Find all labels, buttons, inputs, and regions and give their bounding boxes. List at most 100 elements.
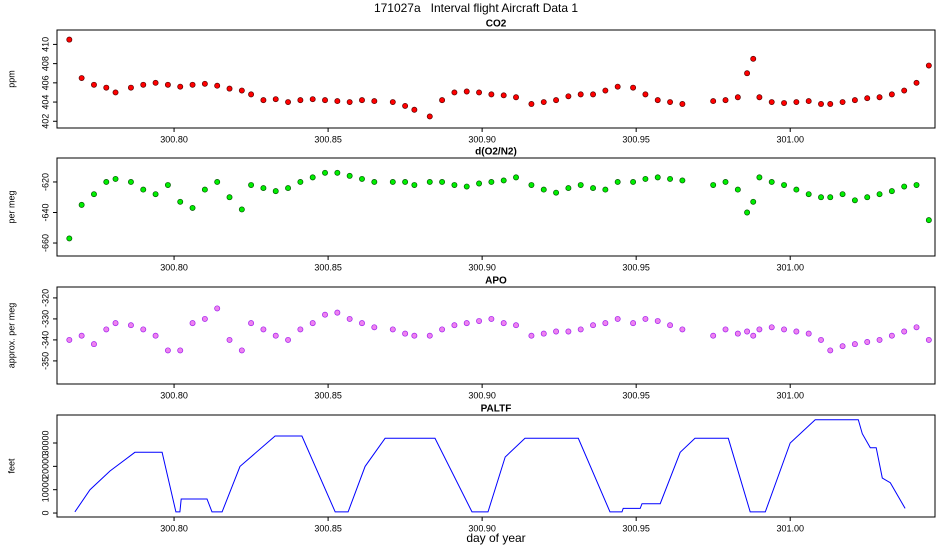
x-tick-label: 300.95 [622,523,650,533]
x-tick-label: 300.85 [314,134,342,144]
x-tick-label: 300.95 [622,134,650,144]
data-point [734,330,741,337]
data-point [476,180,483,187]
data-point [888,91,895,98]
data-point [309,96,316,103]
data-point [248,182,255,188]
data-point [876,94,883,101]
data-point [248,91,255,98]
panel-frame [56,157,936,257]
data-point [488,179,495,185]
data-point [201,186,208,193]
data-point [756,326,763,333]
data-point [164,182,171,188]
y-tick-label: -350 [40,352,50,370]
data-point [411,332,418,339]
y-tick-label: 0 [40,511,50,516]
data-point [322,97,328,104]
data-point [272,96,279,103]
data-point [127,322,134,329]
data-point [66,336,73,343]
data-point [614,83,621,90]
y-tick-label: -320 [40,289,50,307]
data-point [322,311,328,318]
x-tick-label: 300.90 [468,262,496,272]
data-point [876,336,883,343]
x-tick-label: 300.95 [622,390,650,400]
data-point [851,97,858,104]
data-point [439,97,446,104]
data-point [112,320,119,327]
data-point [164,81,171,88]
x-tick-label: 300.95 [622,262,650,272]
data-point [710,332,717,339]
data-point [402,102,409,109]
data-point [750,198,757,205]
data-point [346,172,353,179]
data-point [226,85,233,92]
data-point [309,174,316,181]
y-tick-label: 30000 [40,430,50,455]
data-point [260,326,267,333]
data-point [127,179,134,185]
data-point [925,336,932,343]
data-point [528,332,535,339]
data-point [426,113,433,120]
data-point [91,191,97,198]
panel-title: APO [485,276,507,287]
data-point [901,183,908,190]
y-tick-label: -330 [40,310,50,328]
data-point [272,188,279,195]
data-point [667,99,674,106]
data-point [925,62,932,69]
data-point [127,84,134,91]
data-point [750,55,757,62]
y-tick-label: 20000 [40,454,50,479]
data-point [140,326,147,333]
x-tick-label: 300.90 [468,134,496,144]
data-point [426,332,433,339]
data-point [201,315,208,322]
data-point [103,326,110,333]
data-point [679,177,686,184]
data-point [528,101,535,107]
data-point [91,81,97,88]
data-point [864,95,871,102]
y-tick-label: 402 [40,114,50,129]
data-point [756,174,763,181]
data-point [226,194,233,201]
data-point [734,186,741,193]
data-point [451,182,458,188]
data-point [851,341,858,348]
data-point [463,183,470,190]
data-point [177,198,184,205]
x-tick-label: 300.90 [468,390,496,400]
data-point [402,179,409,185]
data-point [642,315,649,322]
data-point [540,99,547,106]
x-tick-label: 300.80 [160,134,188,144]
data-point [500,177,507,184]
data-point [590,322,596,329]
data-point [359,320,365,327]
data-point [577,91,584,98]
data-point [827,101,834,107]
data-point [781,100,787,106]
data-point [285,336,292,343]
data-point [66,36,73,43]
data-point [189,204,196,211]
data-point [602,186,609,193]
data-point [359,175,365,182]
x-tick-label: 301.00 [776,262,804,272]
data-point [164,347,171,354]
data-point [513,322,519,329]
data-point [565,185,572,192]
data-point [654,318,661,324]
data-point [426,179,433,185]
data-point [756,94,763,101]
data-point [864,194,871,201]
data-point [710,98,717,105]
data-point [476,318,483,324]
data-point [78,75,85,81]
